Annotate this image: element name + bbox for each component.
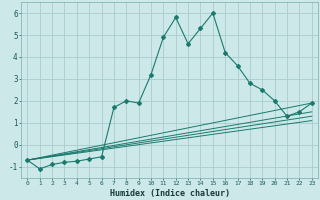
- X-axis label: Humidex (Indice chaleur): Humidex (Indice chaleur): [109, 189, 229, 198]
